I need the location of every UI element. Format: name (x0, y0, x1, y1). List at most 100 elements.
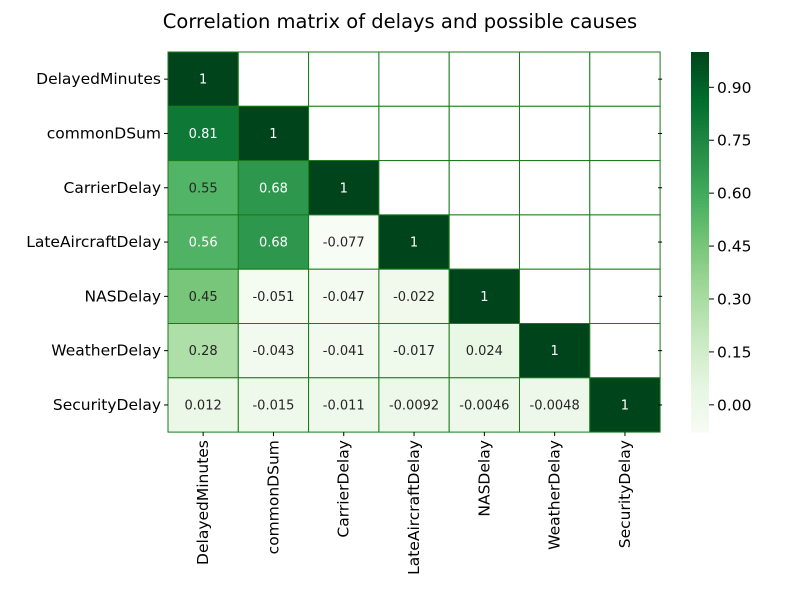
colorbar-segment (691, 204, 709, 208)
colorbar-segment (691, 115, 709, 120)
cell-value-label: -0.047 (323, 290, 365, 305)
colorbar-segment (691, 83, 709, 88)
colorbar-segment (691, 295, 709, 300)
colorbar-segment (691, 248, 709, 253)
cell-value-label: -0.0046 (459, 398, 509, 413)
colorbar-segment (691, 416, 709, 420)
colorbar-segment (691, 381, 709, 386)
cell-value-label: 0.68 (259, 236, 288, 251)
cell-value-label: -0.011 (323, 398, 365, 413)
colorbar-segment (691, 327, 709, 332)
colorbar-segment (691, 324, 709, 329)
cell-value-label: -0.041 (323, 344, 365, 359)
heatmap-cell (167, 51, 239, 107)
colorbar-segment (691, 153, 709, 158)
masked-cell (237, 51, 310, 107)
colorbar-segment (691, 169, 709, 173)
masked-cell (378, 105, 450, 162)
colorbar-segment (691, 403, 709, 408)
x-tick-label: WeatherDelay (546, 440, 564, 550)
x-tick-label: SecurityDelay (616, 440, 634, 548)
y-tick-label: DelayedMinutes (36, 70, 161, 88)
heatmap-cell (237, 214, 310, 270)
masked-cell (519, 160, 591, 216)
masked-cell (448, 160, 521, 216)
colorbar-segment (691, 213, 709, 218)
colorbar-segment (691, 74, 709, 78)
colorbar-segment (691, 387, 709, 392)
colorbar-segment (691, 210, 709, 215)
cell-value-label: 1 (480, 290, 488, 305)
heatmap-cell (308, 160, 380, 216)
heatmap-cell (378, 323, 450, 379)
colorbar-segment (691, 242, 709, 246)
colorbar-segment (691, 371, 709, 376)
x-axis: DelayedMinutes commonDSum CarrierDelay Late… (194, 432, 634, 575)
x-tick-label: DelayedMinutes (194, 440, 212, 565)
colorbar-segment (691, 406, 709, 411)
colorbar-segment (691, 283, 709, 287)
colorbar-segment (691, 55, 709, 59)
y-tick-label: LateAircraftDelay (26, 233, 161, 251)
heatmap-cell (167, 214, 239, 270)
colorbar-tick-label: 0.75 (717, 132, 752, 150)
colorbar-segment (691, 340, 709, 344)
colorbar-tick-label: 0.60 (717, 185, 752, 203)
colorbar-tick-label: 0.90 (717, 79, 752, 97)
cell-labels: 1 0.81 1 0.55 0.68 1 0.56 0.68 -0.077 1 0.45 -0.051… (185, 73, 630, 414)
cell-value-label: -0.077 (323, 236, 365, 251)
colorbar: 0.00 0.15 0.30 0.45 0.60 0.75 0.90 (691, 52, 752, 433)
masked-cell (589, 160, 661, 216)
colorbar-segment (691, 71, 709, 75)
cell-value-label: 1 (199, 73, 207, 88)
colorbar-segment (691, 162, 709, 167)
masked-cell (448, 105, 521, 162)
colorbar-segment (691, 267, 709, 272)
colorbar-segment (691, 238, 709, 243)
colorbar-segment (691, 257, 709, 262)
colorbar-segment (691, 86, 709, 91)
colorbar-segment (691, 314, 709, 319)
colorbar-segment (691, 308, 709, 313)
cell-value-label: 0.68 (259, 181, 288, 196)
colorbar-segment (691, 229, 709, 234)
colorbar-segment (691, 368, 709, 373)
cell-value-label: 0.28 (189, 344, 218, 359)
heatmap-cell (378, 377, 450, 433)
colorbar-segment (691, 318, 709, 322)
colorbar-segment (691, 64, 709, 69)
cell-value-label: 1 (621, 398, 629, 413)
colorbar-segment (691, 131, 709, 135)
cell-value-label: 0.012 (185, 398, 222, 413)
colorbar-segment (691, 305, 709, 310)
colorbar-segment (691, 200, 709, 205)
colorbar-segment (691, 178, 709, 183)
colorbar-segment (691, 261, 709, 265)
colorbar-segment (691, 311, 709, 316)
colorbar-segment (691, 93, 709, 97)
colorbar-segment (691, 378, 709, 382)
heatmap-cell (308, 268, 380, 325)
heatmap-cell (448, 323, 521, 379)
cell-value-label: 0.024 (466, 344, 503, 359)
colorbar-segment (691, 118, 709, 123)
colorbar-segment (691, 400, 709, 405)
colorbar-segment (691, 185, 709, 189)
colorbar-segment (691, 251, 709, 256)
cell-value-label: 1 (269, 127, 277, 142)
colorbar-segment (691, 390, 709, 395)
masked-cell (589, 214, 661, 270)
colorbar-segment (691, 105, 709, 110)
colorbar-segment (691, 349, 709, 354)
colorbar-segment (691, 96, 709, 101)
cell-value-label: 0.56 (189, 236, 218, 251)
colorbar-segment (691, 156, 709, 161)
colorbar-segment (691, 375, 709, 379)
colorbar-segment (691, 362, 709, 367)
cell-value-label: -0.022 (393, 290, 435, 305)
colorbar-segment (691, 428, 709, 433)
colorbar-segment (691, 337, 709, 341)
colorbar-segment (691, 286, 709, 291)
colorbar-segment (691, 67, 709, 72)
